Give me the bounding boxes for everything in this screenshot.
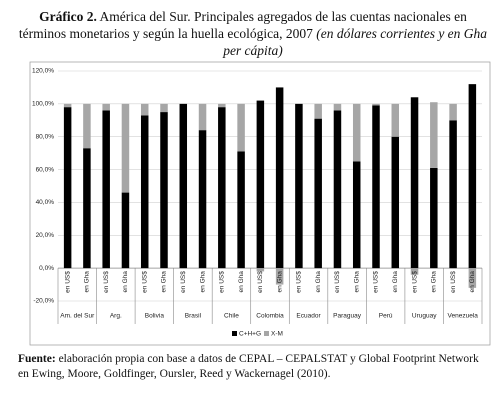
bar-segment	[218, 103, 226, 108]
bar-segment	[160, 112, 168, 269]
x-tick-label: en Gha	[84, 271, 91, 293]
bar-segment	[237, 103, 245, 152]
x-tick-label: en US$	[180, 271, 187, 293]
chart-title: América del Sur. Principales agregados d…	[18, 9, 467, 41]
y-tick-label: 20,0%	[36, 232, 55, 239]
group-label: Venezuela	[448, 313, 479, 320]
group-label: Brasil	[185, 313, 202, 320]
chart: -20,0% 0,0% 20,0% 40,0% 60,0% 80,0% 100,0% 120,…	[29, 61, 491, 346]
group-label: Uruguay	[412, 313, 437, 320]
bar-segment	[198, 130, 207, 269]
bar-segment	[372, 105, 380, 269]
y-tick-label: 100,0%	[32, 101, 54, 108]
bar-segment	[430, 102, 438, 168]
x-tick-label: en Gha	[161, 271, 168, 293]
y-tick-label: 120,0%	[32, 68, 54, 75]
title-italic: (en dólares corrientes y en Gha per cápi…	[223, 26, 488, 58]
x-tick-label: en Gha	[276, 271, 283, 293]
x-tick-label: en Gha	[431, 271, 438, 293]
source-label: Fuente:	[18, 353, 56, 365]
bar-segment	[391, 136, 400, 269]
x-tick-label: en US$	[450, 271, 457, 293]
x-tick-label: en Gha	[353, 271, 360, 293]
group-label: Arg.	[110, 313, 122, 320]
y-tick-label: 80,0%	[36, 133, 55, 140]
bar-segment	[140, 115, 149, 269]
x-tick-label: en US$	[103, 271, 110, 293]
chart-frame	[29, 61, 491, 346]
legend-swatch	[264, 331, 269, 336]
bar-segment	[256, 268, 265, 272]
bar-segment	[256, 100, 265, 269]
x-tick-label: en Gha	[199, 271, 206, 293]
bar-segment	[63, 107, 72, 269]
x-tick-label: en US$	[257, 271, 264, 293]
bar-segment	[160, 103, 168, 113]
legend-label: C+H+G	[239, 331, 261, 338]
bar-segment	[140, 103, 149, 116]
title-block: Gráfico 2. América del Sur. Principales …	[18, 8, 488, 59]
source-block: Fuente: elaboración propia con base a da…	[18, 352, 488, 382]
bar-segment	[372, 103, 380, 106]
bar-segment	[63, 103, 72, 108]
legend-label: X-M	[271, 331, 283, 338]
bar-segment	[83, 103, 91, 149]
bar-segment	[410, 268, 419, 275]
bar-segment	[449, 103, 457, 121]
bar-segment	[468, 268, 477, 288]
group-label: Ecuador	[296, 313, 321, 320]
x-tick-label: en Gha	[238, 271, 245, 293]
legend-swatch	[232, 331, 237, 336]
bar-segment	[295, 103, 303, 269]
bar-segment	[430, 167, 438, 269]
bar-segment	[102, 110, 110, 269]
x-tick-label: en US$	[373, 271, 380, 293]
bar-segment	[314, 103, 322, 119]
bar-segment	[198, 103, 207, 131]
group-label: Paraguay	[333, 313, 362, 320]
bar-segment	[275, 268, 284, 285]
bar-segment	[102, 103, 110, 111]
bar-segment	[275, 87, 284, 269]
bar-segment	[314, 118, 322, 269]
bar-segment	[121, 192, 130, 269]
x-tick-label: en US$	[219, 271, 226, 293]
x-tick-label: en US$	[64, 271, 71, 293]
bar-segment	[218, 107, 226, 269]
group-label: Bolivia	[145, 313, 165, 320]
bar-segment	[333, 103, 342, 111]
x-tick-label: en US$	[411, 271, 418, 293]
bar-segment	[391, 103, 400, 137]
source-text: elaboración propia con base a datos de C…	[18, 353, 479, 380]
bar-segment	[352, 161, 361, 269]
x-tick-label: en US$	[334, 271, 341, 293]
group-label: Chile	[224, 313, 239, 320]
x-tick-label: en Gha	[392, 271, 399, 293]
title-label: Gráfico 2.	[39, 9, 97, 24]
y-tick-label: 60,0%	[36, 166, 55, 173]
x-tick-label: en US$	[296, 271, 303, 293]
bar-segment	[121, 103, 130, 193]
group-label: Am. del Sur	[60, 313, 95, 320]
bar-segment	[333, 110, 342, 269]
x-tick-label: en Gha	[469, 271, 476, 293]
y-tick-label: 40,0%	[36, 199, 55, 206]
bar-segment	[83, 148, 91, 269]
bar-segment	[449, 120, 457, 269]
x-tick-label: en US$	[141, 271, 148, 293]
bar-segment	[410, 97, 419, 269]
x-tick-label: en Gha	[315, 271, 322, 293]
bar-segment	[179, 103, 188, 269]
y-tick-label: 0,0%	[39, 265, 54, 272]
group-label: Perú	[379, 313, 393, 320]
bar-segment	[468, 84, 477, 269]
y-tick-label: -20,0%	[33, 298, 54, 305]
x-tick-label: en Gha	[122, 271, 129, 293]
bar-segment	[352, 103, 361, 162]
bar-segment	[237, 151, 245, 269]
group-label: Colombia	[256, 313, 284, 320]
